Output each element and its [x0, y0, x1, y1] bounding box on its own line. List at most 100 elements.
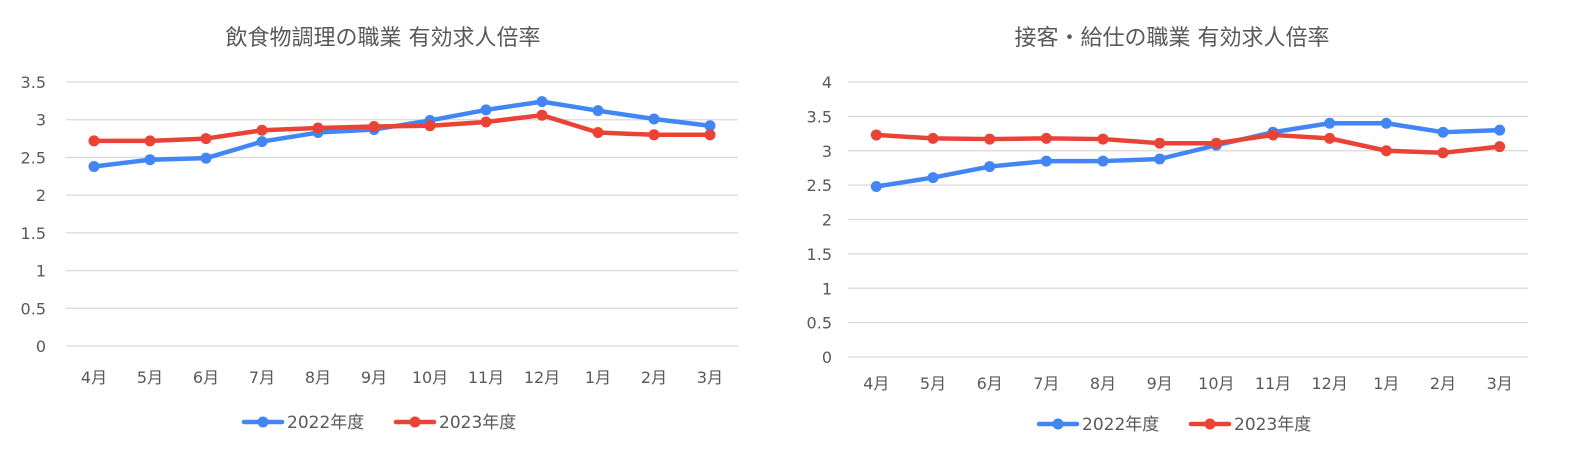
- data-point: [424, 120, 436, 132]
- y-tick-label: 1.5: [21, 224, 46, 243]
- legend-item: 2022年度: [241, 413, 364, 433]
- data-point: [870, 181, 882, 192]
- data-point: [368, 121, 380, 133]
- data-point: [927, 172, 939, 184]
- x-tick-label: 8月: [305, 368, 331, 387]
- data-point: [88, 160, 100, 172]
- data-point: [536, 109, 548, 121]
- data-point: [648, 113, 660, 125]
- data-point: [312, 122, 324, 134]
- data-point: [1040, 155, 1052, 167]
- data-point: [1154, 153, 1166, 165]
- series-2: [870, 129, 1506, 159]
- y-tick-label: 3: [822, 142, 832, 161]
- data-point: [1267, 129, 1279, 141]
- chart-title: 飲食物調理の職業 有効求人倍率: [226, 26, 541, 51]
- data-point: [592, 105, 604, 117]
- legend-marker: [1052, 418, 1064, 430]
- data-point: [480, 116, 492, 128]
- y-tick-label: 3.5: [21, 73, 46, 92]
- x-tick-label: 10月: [412, 368, 448, 387]
- y-tick-label: 2.5: [21, 148, 46, 167]
- data-point: [256, 124, 268, 136]
- data-point: [1380, 117, 1392, 129]
- data-point: [984, 133, 996, 145]
- y-tick-label: 0.5: [21, 299, 46, 318]
- data-point: [927, 132, 939, 144]
- x-tick-label: 8月: [1090, 374, 1116, 393]
- y-tick-label: 0: [822, 348, 832, 367]
- series-line: [874, 132, 1502, 156]
- x-tick-label: 7月: [1033, 374, 1059, 393]
- data-point: [704, 129, 716, 141]
- x-tick-label: 3月: [1487, 374, 1513, 393]
- data-point: [144, 154, 156, 166]
- data-point: [984, 161, 996, 173]
- y-tick-label: 2.5: [807, 176, 832, 195]
- data-point: [592, 127, 604, 139]
- data-point: [704, 120, 716, 132]
- data-point: [1324, 117, 1336, 129]
- legend-item: 2022年度: [1036, 415, 1159, 435]
- series-line: [91, 112, 713, 144]
- x-tick-label: 4月: [863, 374, 889, 393]
- y-tick-label: 1.5: [807, 245, 832, 264]
- y-tick-label: 2: [822, 211, 832, 230]
- legend-label: 2023年度: [1234, 415, 1311, 435]
- data-point: [1380, 145, 1392, 157]
- data-point: [1494, 141, 1506, 153]
- chart-customer-service: 接客・給仕の職業 有効求人倍率 0 0.5 1 1.5 2 2.5 3 3.5 4 4月 5月 6月 7月…: [807, 26, 1528, 435]
- series-2: [88, 109, 716, 147]
- series-1: [870, 117, 1506, 192]
- x-tick-label: 7月: [249, 368, 275, 387]
- x-tick-label: 9月: [1147, 374, 1173, 393]
- legend-label: 2022年度: [1082, 415, 1159, 435]
- x-tick-label: 1月: [1373, 374, 1399, 393]
- x-tick-label: 12月: [1311, 374, 1347, 393]
- x-tick-label: 2月: [641, 368, 667, 387]
- legend-label: 2022年度: [287, 413, 364, 433]
- x-tick-label: 4月: [81, 368, 107, 387]
- legend-marker: [257, 416, 269, 428]
- x-tick-label: 12月: [524, 368, 560, 387]
- legend-marker: [409, 416, 421, 428]
- legend-marker: [1204, 418, 1216, 430]
- data-point: [256, 136, 268, 148]
- data-point: [1097, 133, 1109, 145]
- data-point: [200, 133, 212, 145]
- y-tick-label: 1: [822, 279, 832, 298]
- x-tick-label: 5月: [920, 374, 946, 393]
- legend-item: 2023年度: [1188, 415, 1311, 435]
- x-tick-label: 2月: [1430, 374, 1456, 393]
- x-tick-label: 5月: [137, 368, 163, 387]
- data-point: [1210, 137, 1222, 149]
- data-point: [1437, 147, 1449, 159]
- x-tick-label: 1月: [585, 368, 611, 387]
- y-tick-label: 1: [36, 262, 46, 281]
- x-tick-label: 11月: [1255, 374, 1291, 393]
- x-tick-label: 6月: [977, 374, 1003, 393]
- data-point: [1437, 126, 1449, 138]
- data-point: [648, 129, 660, 141]
- x-tick-label: 3月: [697, 368, 723, 387]
- y-tick-label: 3.5: [807, 107, 832, 126]
- data-point: [1097, 155, 1109, 167]
- chart-food-cooking: 飲食物調理の職業 有効求人倍率 0 0.5 1 1.5 2 2.5 3 3.5 4月 5月 6月 7月 8…: [21, 26, 738, 433]
- x-tick-label: 11月: [468, 368, 504, 387]
- y-tick-label: 4: [822, 73, 832, 92]
- data-point: [144, 135, 156, 147]
- legend-item: 2023年度: [393, 413, 516, 433]
- data-point: [1154, 137, 1166, 149]
- data-point: [88, 135, 100, 147]
- data-point: [200, 152, 212, 164]
- data-point: [1040, 132, 1052, 144]
- x-tick-label: 6月: [193, 368, 219, 387]
- data-point: [536, 96, 548, 108]
- x-tick-label: 9月: [361, 368, 387, 387]
- series-line: [874, 121, 1502, 189]
- y-tick-label: 2: [36, 186, 46, 205]
- data-point: [1324, 132, 1336, 144]
- y-tick-label: 0.5: [807, 314, 832, 333]
- data-point: [870, 129, 882, 141]
